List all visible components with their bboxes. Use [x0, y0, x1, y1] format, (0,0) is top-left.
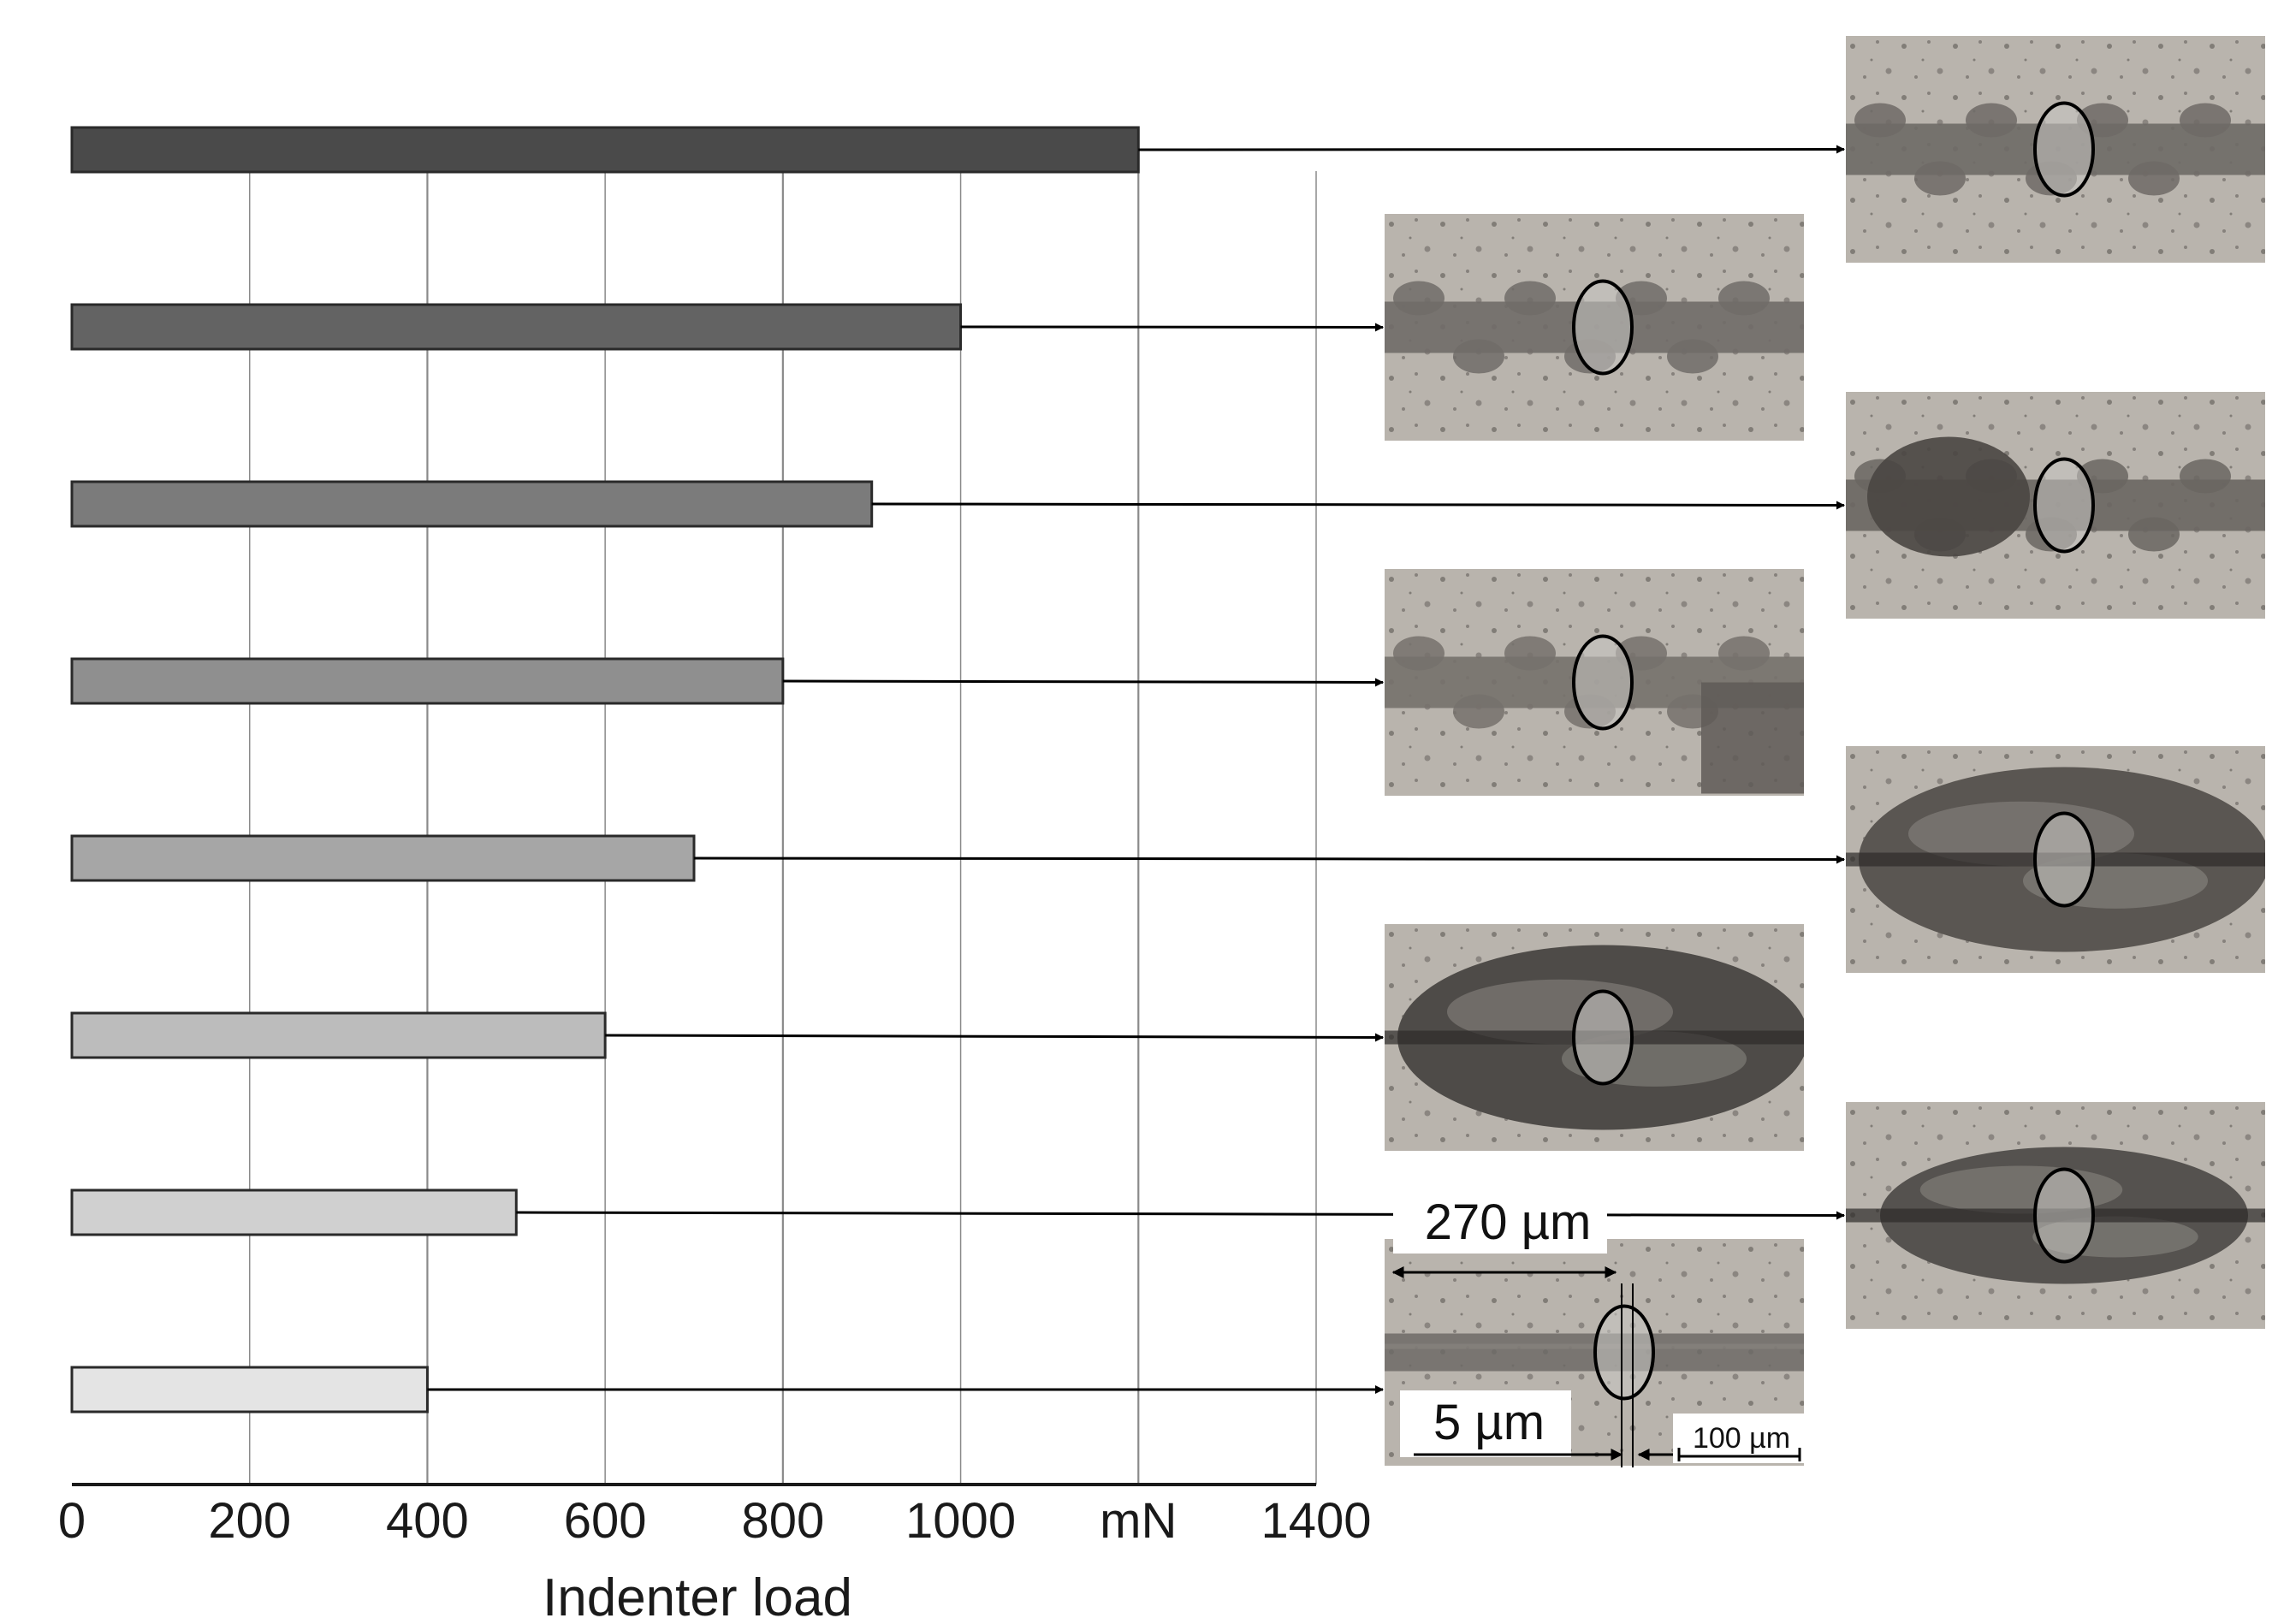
x-tick-label: mN: [1100, 1493, 1177, 1549]
x-tick-label: 800: [741, 1493, 824, 1549]
bar: [70, 126, 1140, 174]
connector-arrow: [871, 501, 1845, 510]
indent-marker-ellipse: [2033, 101, 2095, 198]
indent-marker-ellipse: [2033, 457, 2095, 554]
connector-arrow: [516, 1211, 1845, 1220]
x-tick-label: 0: [58, 1493, 86, 1549]
indent-marker-ellipse: [2033, 811, 2095, 908]
indent-marker-ellipse: [1572, 634, 1634, 731]
scale-bar-label: 100 µm: [1693, 1422, 1790, 1455]
bars: [70, 126, 1140, 1414]
width-label: 270 µm: [1425, 1194, 1592, 1250]
micrograph-700: [1846, 746, 2265, 973]
bar: [70, 1188, 518, 1236]
width-annotation: 270 µm: [1391, 1185, 1617, 1278]
x-axis-title: Indenter load: [543, 1568, 852, 1624]
bar: [70, 657, 785, 705]
connector-arrow: [960, 323, 1384, 332]
connector-arrow: [693, 855, 1845, 864]
depth-annotation: 5 µm: [1400, 1283, 1677, 1467]
micrograph-500: [1846, 1102, 2265, 1329]
micrograph-600: [1385, 924, 1804, 1151]
scale-bar: 100 µm: [1673, 1414, 1806, 1463]
indent-marker-ellipse: [1572, 989, 1634, 1086]
micrograph-900: [1846, 392, 2265, 619]
x-tick-label: 400: [386, 1493, 469, 1549]
indent-marker-ellipse: [1593, 1304, 1655, 1401]
indent-marker-ellipse: [1572, 279, 1634, 376]
gridlines: [248, 171, 1317, 1485]
indent-marker-ellipse: [2033, 1167, 2095, 1264]
micrographs: [1385, 36, 2265, 1466]
connector-arrow: [1138, 145, 1845, 154]
bar: [70, 480, 874, 528]
x-axis-ticks: 0 200 400 600 800 1000 mN 1400: [58, 1493, 1372, 1549]
x-tick-label: 200: [208, 1493, 291, 1549]
connector-arrow: [782, 678, 1384, 687]
depth-label: 5 µm: [1433, 1395, 1545, 1450]
x-tick-label: 1400: [1261, 1493, 1371, 1549]
micrograph-800: [1385, 569, 1804, 796]
micrograph-1200: [1846, 36, 2265, 263]
x-tick-label: 600: [564, 1493, 647, 1549]
connector-arrows: [427, 145, 1845, 1394]
connector-arrow: [605, 1033, 1384, 1042]
bar: [70, 303, 963, 351]
bar: [70, 1011, 607, 1059]
micrograph-1000: [1385, 214, 1804, 441]
bar: [70, 1366, 429, 1414]
bar: [70, 834, 696, 882]
x-tick-label: 1000: [905, 1493, 1016, 1549]
